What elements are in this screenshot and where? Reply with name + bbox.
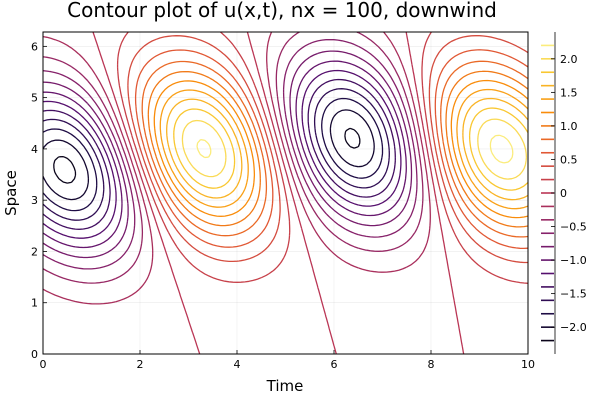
- colorbar-tick-label: −1.5: [560, 288, 587, 301]
- contour-line: [116, 32, 528, 284]
- x-tick-label: 4: [234, 358, 241, 371]
- contour-line: [53, 127, 361, 184]
- colorbar-tick-label: −2.0: [560, 321, 587, 334]
- colorbar-tick-label: 2.0: [560, 53, 578, 66]
- colorbar-tick-label: 0: [560, 187, 567, 200]
- x-axis-label: Time: [266, 377, 304, 395]
- contour-line: [147, 70, 528, 228]
- contour-line: [166, 97, 528, 201]
- contour-line: [181, 118, 528, 180]
- x-tick-label: 6: [331, 358, 338, 371]
- y-tick-label: 2: [31, 245, 38, 258]
- y-tick-label: 0: [31, 348, 38, 361]
- contour-line: [43, 50, 413, 259]
- contour-line: [173, 107, 528, 191]
- y-tick-label: 4: [31, 143, 38, 156]
- y-axis: 0 1 2 3 4 5 6: [31, 40, 47, 361]
- contour-line: [43, 69, 402, 239]
- contour-line: [43, 32, 424, 284]
- y-tick-label: 5: [31, 92, 38, 105]
- contour-line: [127, 35, 528, 264]
- colorbar-tick-label: 1.0: [560, 120, 578, 133]
- x-axis: 0 2 4 6 8 10: [40, 350, 535, 371]
- colorbar-tick-label: 1.5: [560, 86, 578, 99]
- colorbar-tick-label: −0.5: [560, 221, 587, 234]
- contour-line: [153, 79, 528, 219]
- x-tick-label: 0: [40, 358, 47, 371]
- x-tick-label: 8: [428, 358, 435, 371]
- y-tick-label: 6: [31, 40, 38, 53]
- contour-line: [43, 88, 390, 221]
- contour-line: [43, 97, 384, 212]
- colorbar-tick-label: −1.0: [560, 254, 587, 267]
- contour-lines: [43, 32, 528, 354]
- colorbar-tick-label: 0.5: [560, 153, 578, 166]
- y-tick-label: 1: [31, 297, 38, 310]
- contour-line: [196, 134, 514, 164]
- contour-line: [43, 32, 431, 305]
- contour-line: [43, 60, 407, 249]
- x-tick-label: 10: [521, 358, 535, 371]
- contour-line: [92, 32, 465, 354]
- colorbar: 2.0 1.5 1.0 0.5 0 −0.5 −1.0 −1.5 −2.0: [541, 32, 587, 354]
- contour-line: [43, 38, 418, 270]
- y-axis-label: Space: [2, 170, 20, 216]
- contour-line: [159, 88, 528, 210]
- chart-title: Contour plot of u(x,t), nx = 100, downwi…: [67, 0, 497, 22]
- y-tick-label: 3: [31, 194, 38, 207]
- contour-line: [43, 78, 396, 230]
- x-tick-label: 2: [137, 358, 144, 371]
- plot-frame: [42, 31, 529, 355]
- contour-line: [43, 109, 375, 201]
- contour-line: [141, 60, 528, 238]
- contour-line: [134, 49, 528, 250]
